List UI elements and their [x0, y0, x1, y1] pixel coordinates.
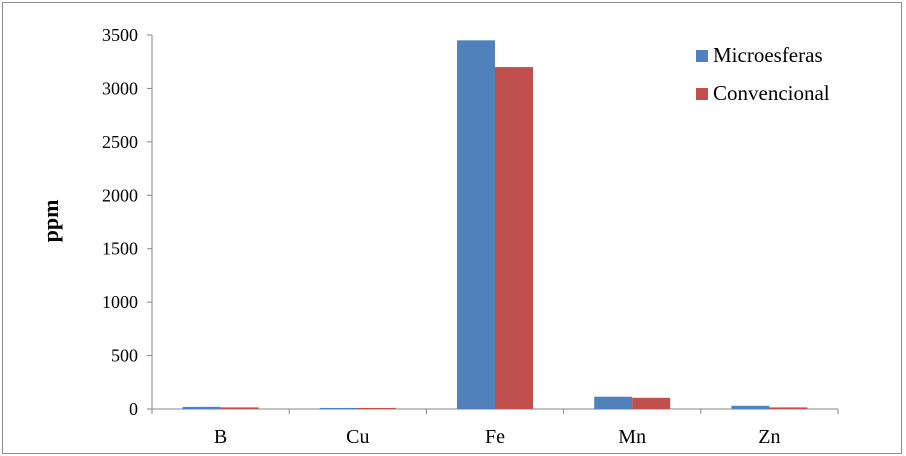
x-tick-label: Mn	[618, 426, 646, 448]
x-tick-label: Fe	[485, 426, 505, 448]
y-tick-label: 3500	[102, 25, 138, 45]
y-tick-label: 0	[129, 399, 138, 419]
y-axis-label: ppm	[38, 200, 63, 243]
bar-convencional-zn	[769, 407, 808, 409]
x-tick-label: Zn	[758, 426, 780, 448]
bar-microesferas-zn	[731, 405, 770, 409]
bar-convencional-b	[220, 407, 259, 409]
legend-swatch-convencional	[696, 88, 708, 100]
bar-microesferas-fe	[457, 40, 495, 409]
bar-microesferas-mn	[594, 396, 633, 409]
y-tick-label: 1000	[102, 292, 138, 312]
y-ticks: 0 500 1000 1500 2000 2500 3000 3500	[102, 25, 152, 419]
legend-label-convencional: Convencional	[713, 81, 830, 105]
y-tick-label: 2500	[102, 132, 138, 152]
bar-convencional-mn	[632, 397, 671, 409]
bar-microesferas-b	[182, 406, 221, 409]
y-tick-label: 2000	[102, 185, 138, 205]
x-tick-label: Cu	[346, 426, 369, 448]
plot-area: 0 500 1000 1500 2000 2500 3000 3500 B Cu Fe Mn Zn	[102, 25, 839, 448]
y-tick-label: 500	[111, 346, 138, 366]
bar-convencional-fe	[495, 67, 533, 410]
legend-swatch-microesferas	[696, 50, 708, 62]
y-tick-label: 1500	[102, 239, 138, 259]
legend-label-microesferas: Microesferas	[713, 43, 823, 67]
x-ticks: B Cu Fe Mn Zn	[151, 409, 839, 448]
bar-convencional-cu	[357, 407, 396, 409]
bars	[182, 40, 808, 410]
y-tick-label: 3000	[102, 78, 138, 98]
legend: Microesferas Convencional	[696, 43, 830, 105]
bar-microesferas-cu	[319, 407, 358, 409]
x-tick-label: B	[214, 426, 227, 448]
